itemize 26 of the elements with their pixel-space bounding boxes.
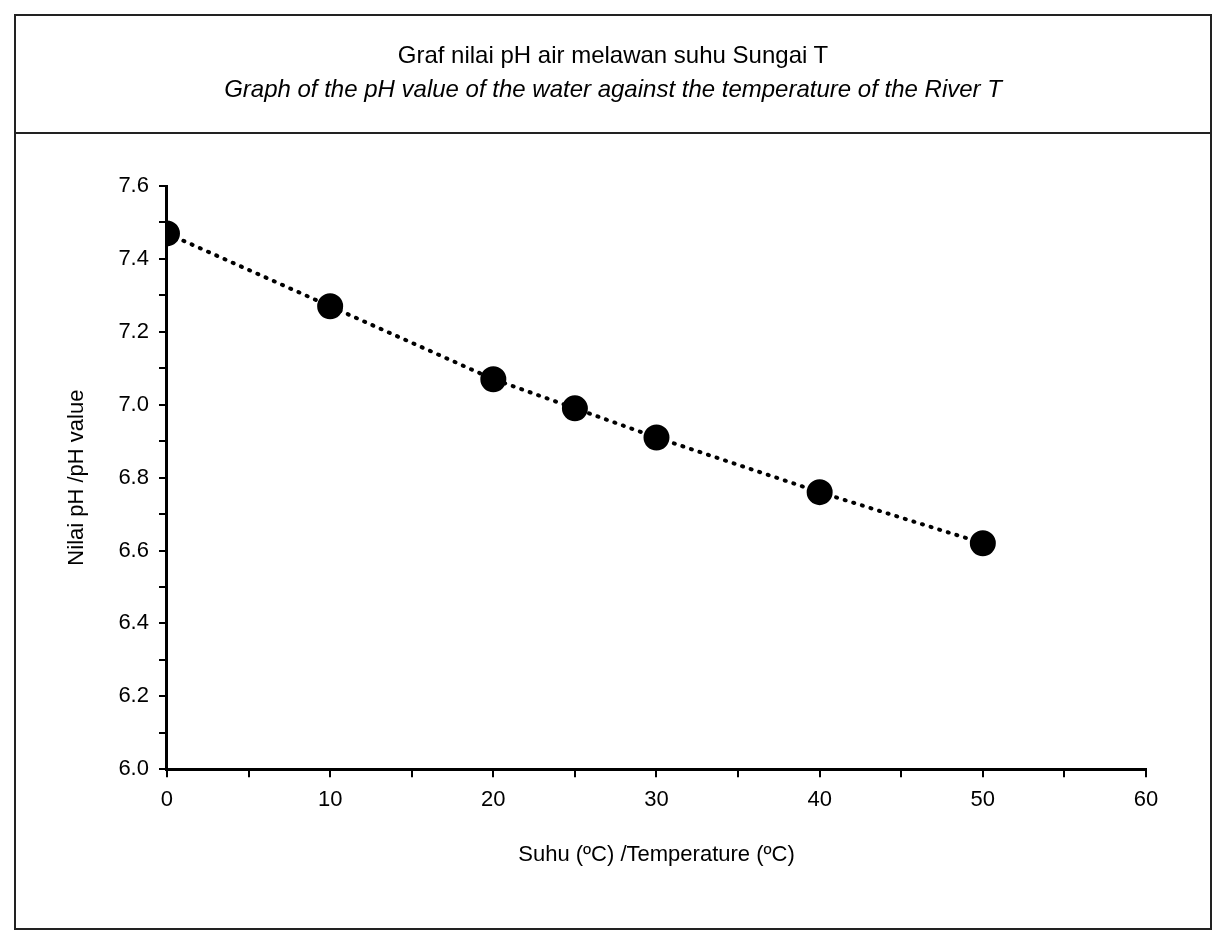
point bbox=[561, 395, 588, 422]
point bbox=[643, 424, 670, 451]
y-tick-label: 7.4 bbox=[118, 244, 149, 270]
x-tick-label: 20 bbox=[481, 786, 506, 812]
x-tick-label: 60 bbox=[1133, 786, 1159, 812]
point bbox=[317, 293, 344, 320]
x-tick-label: 0 bbox=[160, 786, 174, 812]
x-axis-title: Suhu (ºC) /Temperature (ºC) bbox=[518, 840, 795, 866]
point bbox=[480, 366, 507, 393]
y-tick-label: 6.4 bbox=[118, 609, 149, 635]
chart-title: Graf nilai pH air melawan suhu Sungai T bbox=[396, 40, 830, 70]
point bbox=[969, 530, 996, 557]
y-tick-label: 6.8 bbox=[118, 463, 149, 489]
x-tick-label: 40 bbox=[807, 786, 832, 812]
y-tick-label: 7.2 bbox=[118, 317, 149, 343]
y-axis-title: Nilai pH /pH value bbox=[63, 389, 89, 566]
x-tick-label: 30 bbox=[644, 786, 669, 812]
y-tick-label: 6.2 bbox=[118, 682, 149, 708]
y-tick-label: 7.0 bbox=[118, 390, 149, 416]
y-tick-label: 7.6 bbox=[118, 172, 149, 198]
x-tick-label: 10 bbox=[317, 786, 343, 812]
x-tick-label: 50 bbox=[970, 786, 996, 812]
y-tick-label: 6.6 bbox=[118, 536, 149, 562]
chart-subtitle: Graph of the pH value of the water against the temperature of the River T bbox=[223, 74, 1005, 104]
point bbox=[806, 479, 833, 506]
y-tick-label: 6.0 bbox=[118, 755, 149, 781]
